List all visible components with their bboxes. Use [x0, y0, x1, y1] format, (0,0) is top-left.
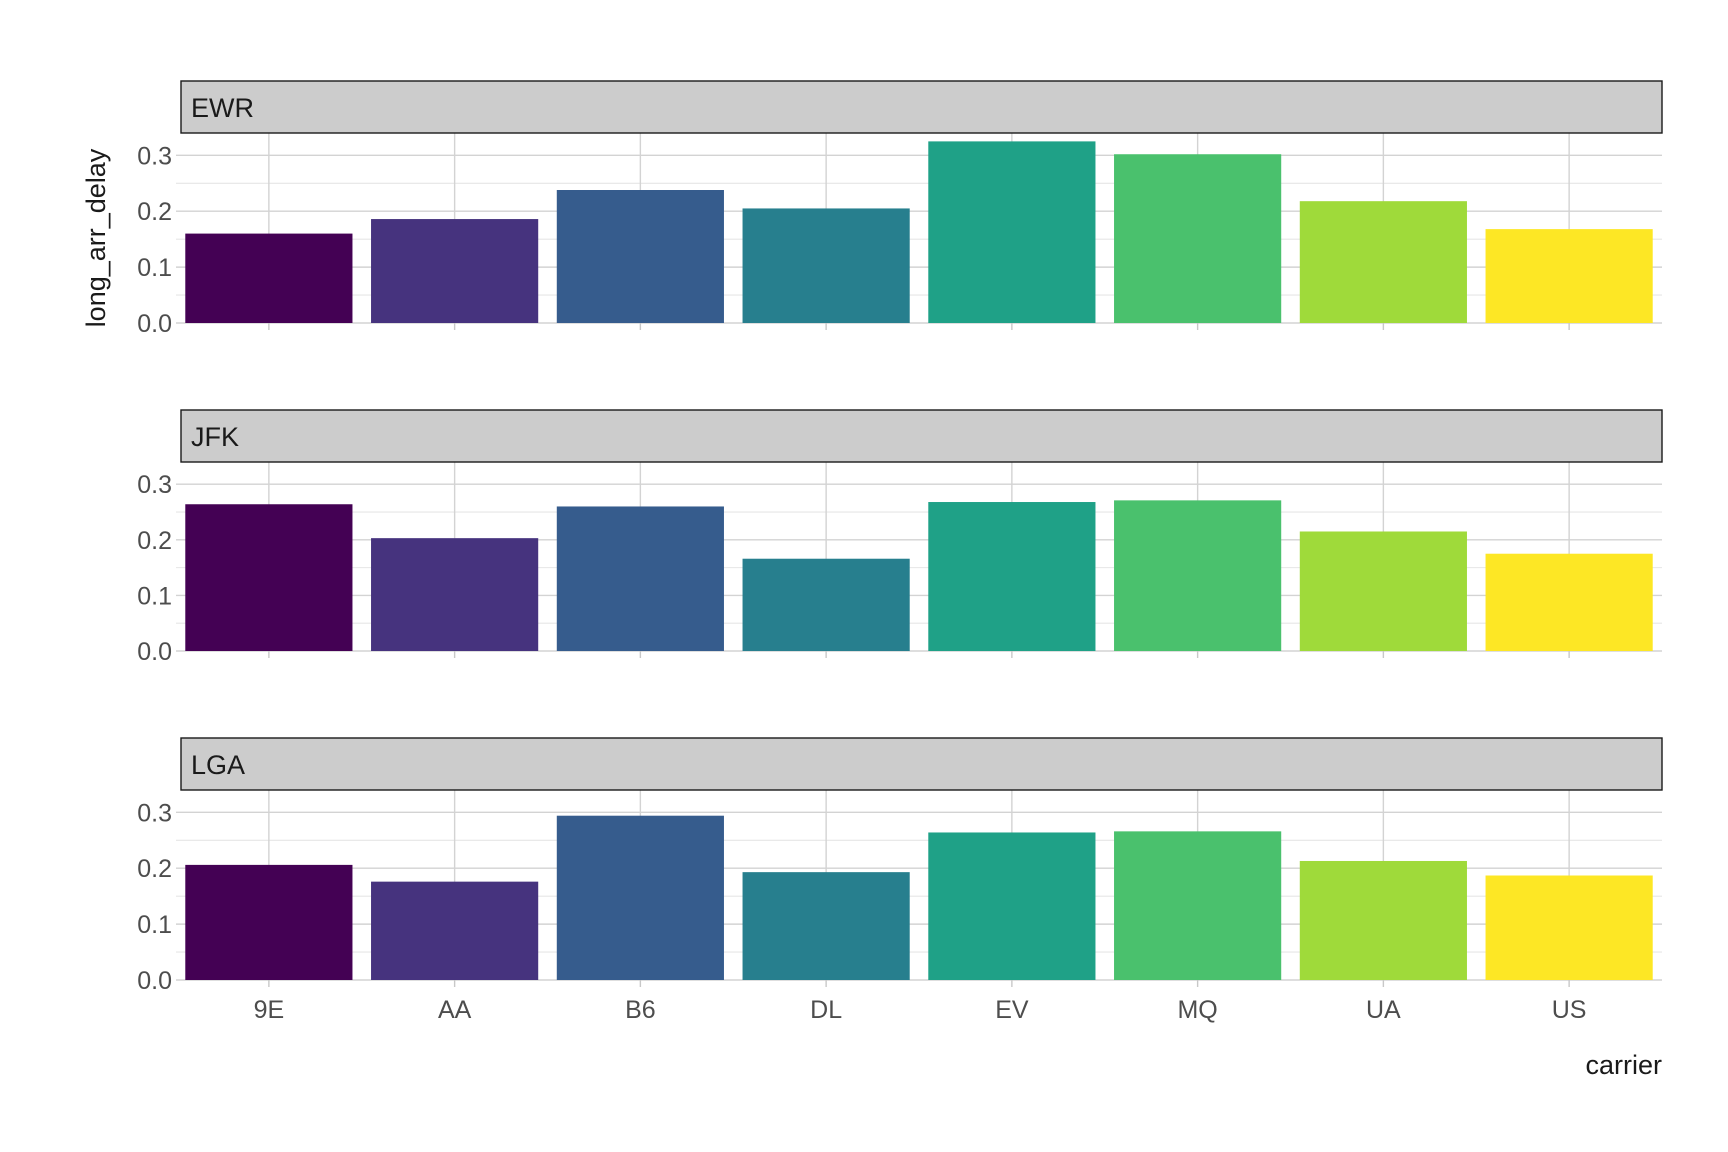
facet-panel-ewr: 0.0 0.1 0.2 0.3 EWR — [137, 80, 1663, 338]
y-tick-label: 0.0 — [137, 638, 172, 666]
y-tick-label: 0.1 — [137, 254, 172, 282]
bar-lga-aa — [371, 881, 539, 980]
facet-strip-label: JFK — [191, 422, 239, 452]
bar-jfk-ua — [1299, 531, 1467, 651]
bar-jfk-b6 — [556, 506, 724, 651]
y-tick-label: 0.3 — [137, 142, 172, 170]
facet-strip-lga — [180, 737, 1663, 791]
bar-lga-mq — [1114, 831, 1282, 980]
y-tick-label: 0.0 — [137, 967, 172, 995]
bar-jfk-dl — [742, 558, 910, 651]
bar-ewr-aa — [371, 219, 539, 323]
bar-ewr-us — [1485, 229, 1653, 323]
bar-ewr-mq — [1114, 154, 1282, 323]
y-tick-label: 0.3 — [137, 471, 172, 499]
bar-ewr-b6 — [556, 190, 724, 323]
x-tick-label: MQ — [1177, 996, 1217, 1024]
bar-jfk-ev — [928, 502, 1096, 651]
x-axis-title: carrier — [1585, 1050, 1662, 1080]
y-axis-title: long_arr_delay — [81, 148, 111, 327]
x-tick-label: EV — [995, 996, 1029, 1024]
bar-lga-ua — [1299, 860, 1467, 980]
bar-jfk-us — [1485, 553, 1653, 651]
bar-lga-9e — [185, 864, 353, 980]
facet-panel-lga: 0.0 0.1 0.2 0.3 LGA — [137, 737, 1663, 995]
bar-lga-b6 — [556, 815, 724, 980]
facet-strip-label: EWR — [191, 93, 254, 123]
facet-panels: 0.00.10.20.3EWR0.00.10.20.3JFK0.00.10.20… — [137, 80, 1663, 995]
y-tick-label: 0.2 — [137, 527, 172, 555]
bar-ewr-ua — [1299, 201, 1467, 323]
bar-lga-dl — [742, 872, 910, 980]
bar-jfk-mq — [1114, 500, 1282, 651]
y-tick-label: 0.3 — [137, 799, 172, 827]
x-tick-label: US — [1552, 996, 1587, 1024]
bar-ewr-dl — [742, 208, 910, 323]
y-tick-label: 0.2 — [137, 198, 172, 226]
y-tick-label: 0.0 — [137, 310, 172, 338]
x-tick-label: 9E — [254, 996, 285, 1024]
x-axis: 9E AA B6 DL EV MQ UA US — [254, 996, 1587, 1024]
facet-strip-label: LGA — [191, 750, 245, 780]
x-tick-label: UA — [1366, 996, 1401, 1024]
facet-strip-ewr — [180, 80, 1663, 134]
bar-jfk-9e — [185, 504, 353, 651]
bar-ewr-ev — [928, 141, 1096, 323]
x-tick-label: AA — [438, 996, 472, 1024]
y-tick-label: 0.1 — [137, 582, 172, 610]
facet-panel-jfk: 0.0 0.1 0.2 0.3 JFK — [137, 409, 1663, 666]
y-tick-label: 0.1 — [137, 911, 172, 939]
x-tick-label: B6 — [625, 996, 656, 1024]
bar-ewr-9e — [185, 233, 353, 323]
bar-lga-ev — [928, 832, 1096, 980]
facet-strip-jfk — [180, 409, 1663, 463]
x-tick-label: DL — [810, 996, 842, 1024]
bar-jfk-aa — [371, 538, 539, 651]
bar-lga-us — [1485, 875, 1653, 980]
y-tick-label: 0.2 — [137, 855, 172, 883]
